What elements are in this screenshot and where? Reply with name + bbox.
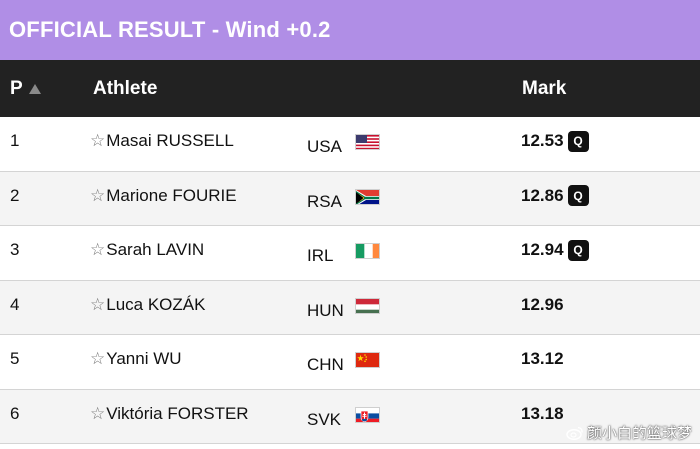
table-row: 5 ☆ Yanni WU CHN 13.12 (0, 335, 700, 390)
mark-cell: 12.94 Q (521, 226, 589, 274)
position-cell: 5 (10, 349, 20, 368)
favorite-star-icon[interactable]: ☆ (90, 403, 106, 423)
country-code: RSA (307, 191, 342, 211)
chn-flag-icon (355, 352, 380, 368)
country-code: CHN (307, 355, 344, 374)
position-column-header[interactable]: P (10, 60, 41, 117)
athlete-name[interactable]: Masai RUSSELL (106, 131, 234, 150)
irl-flag-icon (355, 243, 380, 259)
athlete-name[interactable]: Luca KOZÁK (106, 294, 206, 314)
athlete-name[interactable]: Marione FOURIE (106, 185, 237, 205)
sort-ascending-icon[interactable] (28, 84, 41, 94)
position-cell: 3 (10, 240, 20, 259)
athlete-name[interactable]: Viktória FORSTER (106, 403, 249, 423)
qualified-badge: Q (567, 185, 589, 206)
position-cell: 6 (10, 403, 20, 423)
favorite-star-icon[interactable]: ☆ (90, 185, 106, 205)
table-row: 6 ☆ Viktória FORSTER SVK 13.18 (0, 389, 700, 444)
watermark-text: 颜小白的篮球梦 (586, 425, 692, 442)
svk-flag-icon (355, 406, 380, 423)
athlete-name[interactable]: Sarah LAVIN (106, 240, 205, 259)
favorite-star-icon[interactable]: ☆ (90, 349, 106, 368)
usa-flag-icon (355, 134, 380, 150)
mark-value: 12.94 (521, 240, 564, 259)
qualified-badge: Q (567, 130, 589, 152)
mark-value: 12.53 (521, 131, 564, 150)
position-header-label: P (10, 77, 23, 99)
mark-cell: 12.86 Q (521, 172, 589, 220)
hun-flag-icon (355, 297, 380, 314)
athlete-cell: ☆ Yanni WU (90, 335, 182, 383)
mark-value: 12.86 (521, 185, 564, 205)
results-table-body: 1 ☆ Masai RUSSELL USA 12.53 Q 2 ☆ Marione F… (0, 117, 700, 444)
favorite-star-icon[interactable]: ☆ (90, 240, 106, 259)
mark-column-header: Mark (522, 77, 567, 99)
weibo-logo-icon (566, 426, 583, 440)
mark-value: 13.18 (521, 403, 564, 423)
athlete-cell: ☆ Viktória FORSTER (90, 390, 249, 438)
qualified-badge: Q (567, 239, 589, 261)
position-cell: 1 (10, 131, 20, 150)
athlete-cell: ☆ Sarah LAVIN (90, 226, 204, 274)
athlete-cell: ☆ Luca KOZÁK (90, 281, 205, 329)
mark-cell: 12.96 (521, 281, 564, 329)
country-code: HUN (307, 300, 344, 320)
position-cell: 2 (10, 185, 20, 205)
mark-value: 12.96 (521, 294, 564, 314)
country-code: IRL (307, 246, 334, 265)
mark-cell: 13.18 (521, 390, 564, 438)
table-row: 4 ☆ Luca KOZÁK HUN 12.96 (0, 280, 700, 335)
athlete-cell: ☆ Marione FOURIE (90, 172, 237, 220)
athlete-cell: ☆ Masai RUSSELL (90, 117, 234, 165)
favorite-star-icon[interactable]: ☆ (90, 294, 106, 314)
watermark: 颜小白的篮球梦 (566, 422, 692, 443)
table-row: 3 ☆ Sarah LAVIN IRL 12.94 Q (0, 226, 700, 281)
rsa-flag-icon (355, 188, 380, 205)
mark-cell: 12.53 Q (521, 117, 589, 165)
country-code: SVK (307, 409, 342, 429)
mark-value: 13.12 (521, 349, 564, 368)
position-cell: 4 (10, 294, 20, 314)
table-row: 1 ☆ Masai RUSSELL USA 12.53 Q (0, 117, 700, 172)
athlete-name[interactable]: Yanni WU (106, 349, 182, 368)
favorite-star-icon[interactable]: ☆ (90, 131, 106, 150)
country-code: USA (307, 137, 342, 156)
result-banner: OFFICIAL RESULT - Wind +0.2 (0, 0, 700, 60)
table-header: P Athlete Mark (0, 60, 700, 117)
page-title: OFFICIAL RESULT - Wind +0.2 (9, 17, 331, 42)
athlete-column-header: Athlete (93, 77, 158, 99)
mark-cell: 13.12 (521, 335, 564, 383)
table-row: 2 ☆ Marione FOURIE RSA 12.86 Q (0, 171, 700, 226)
